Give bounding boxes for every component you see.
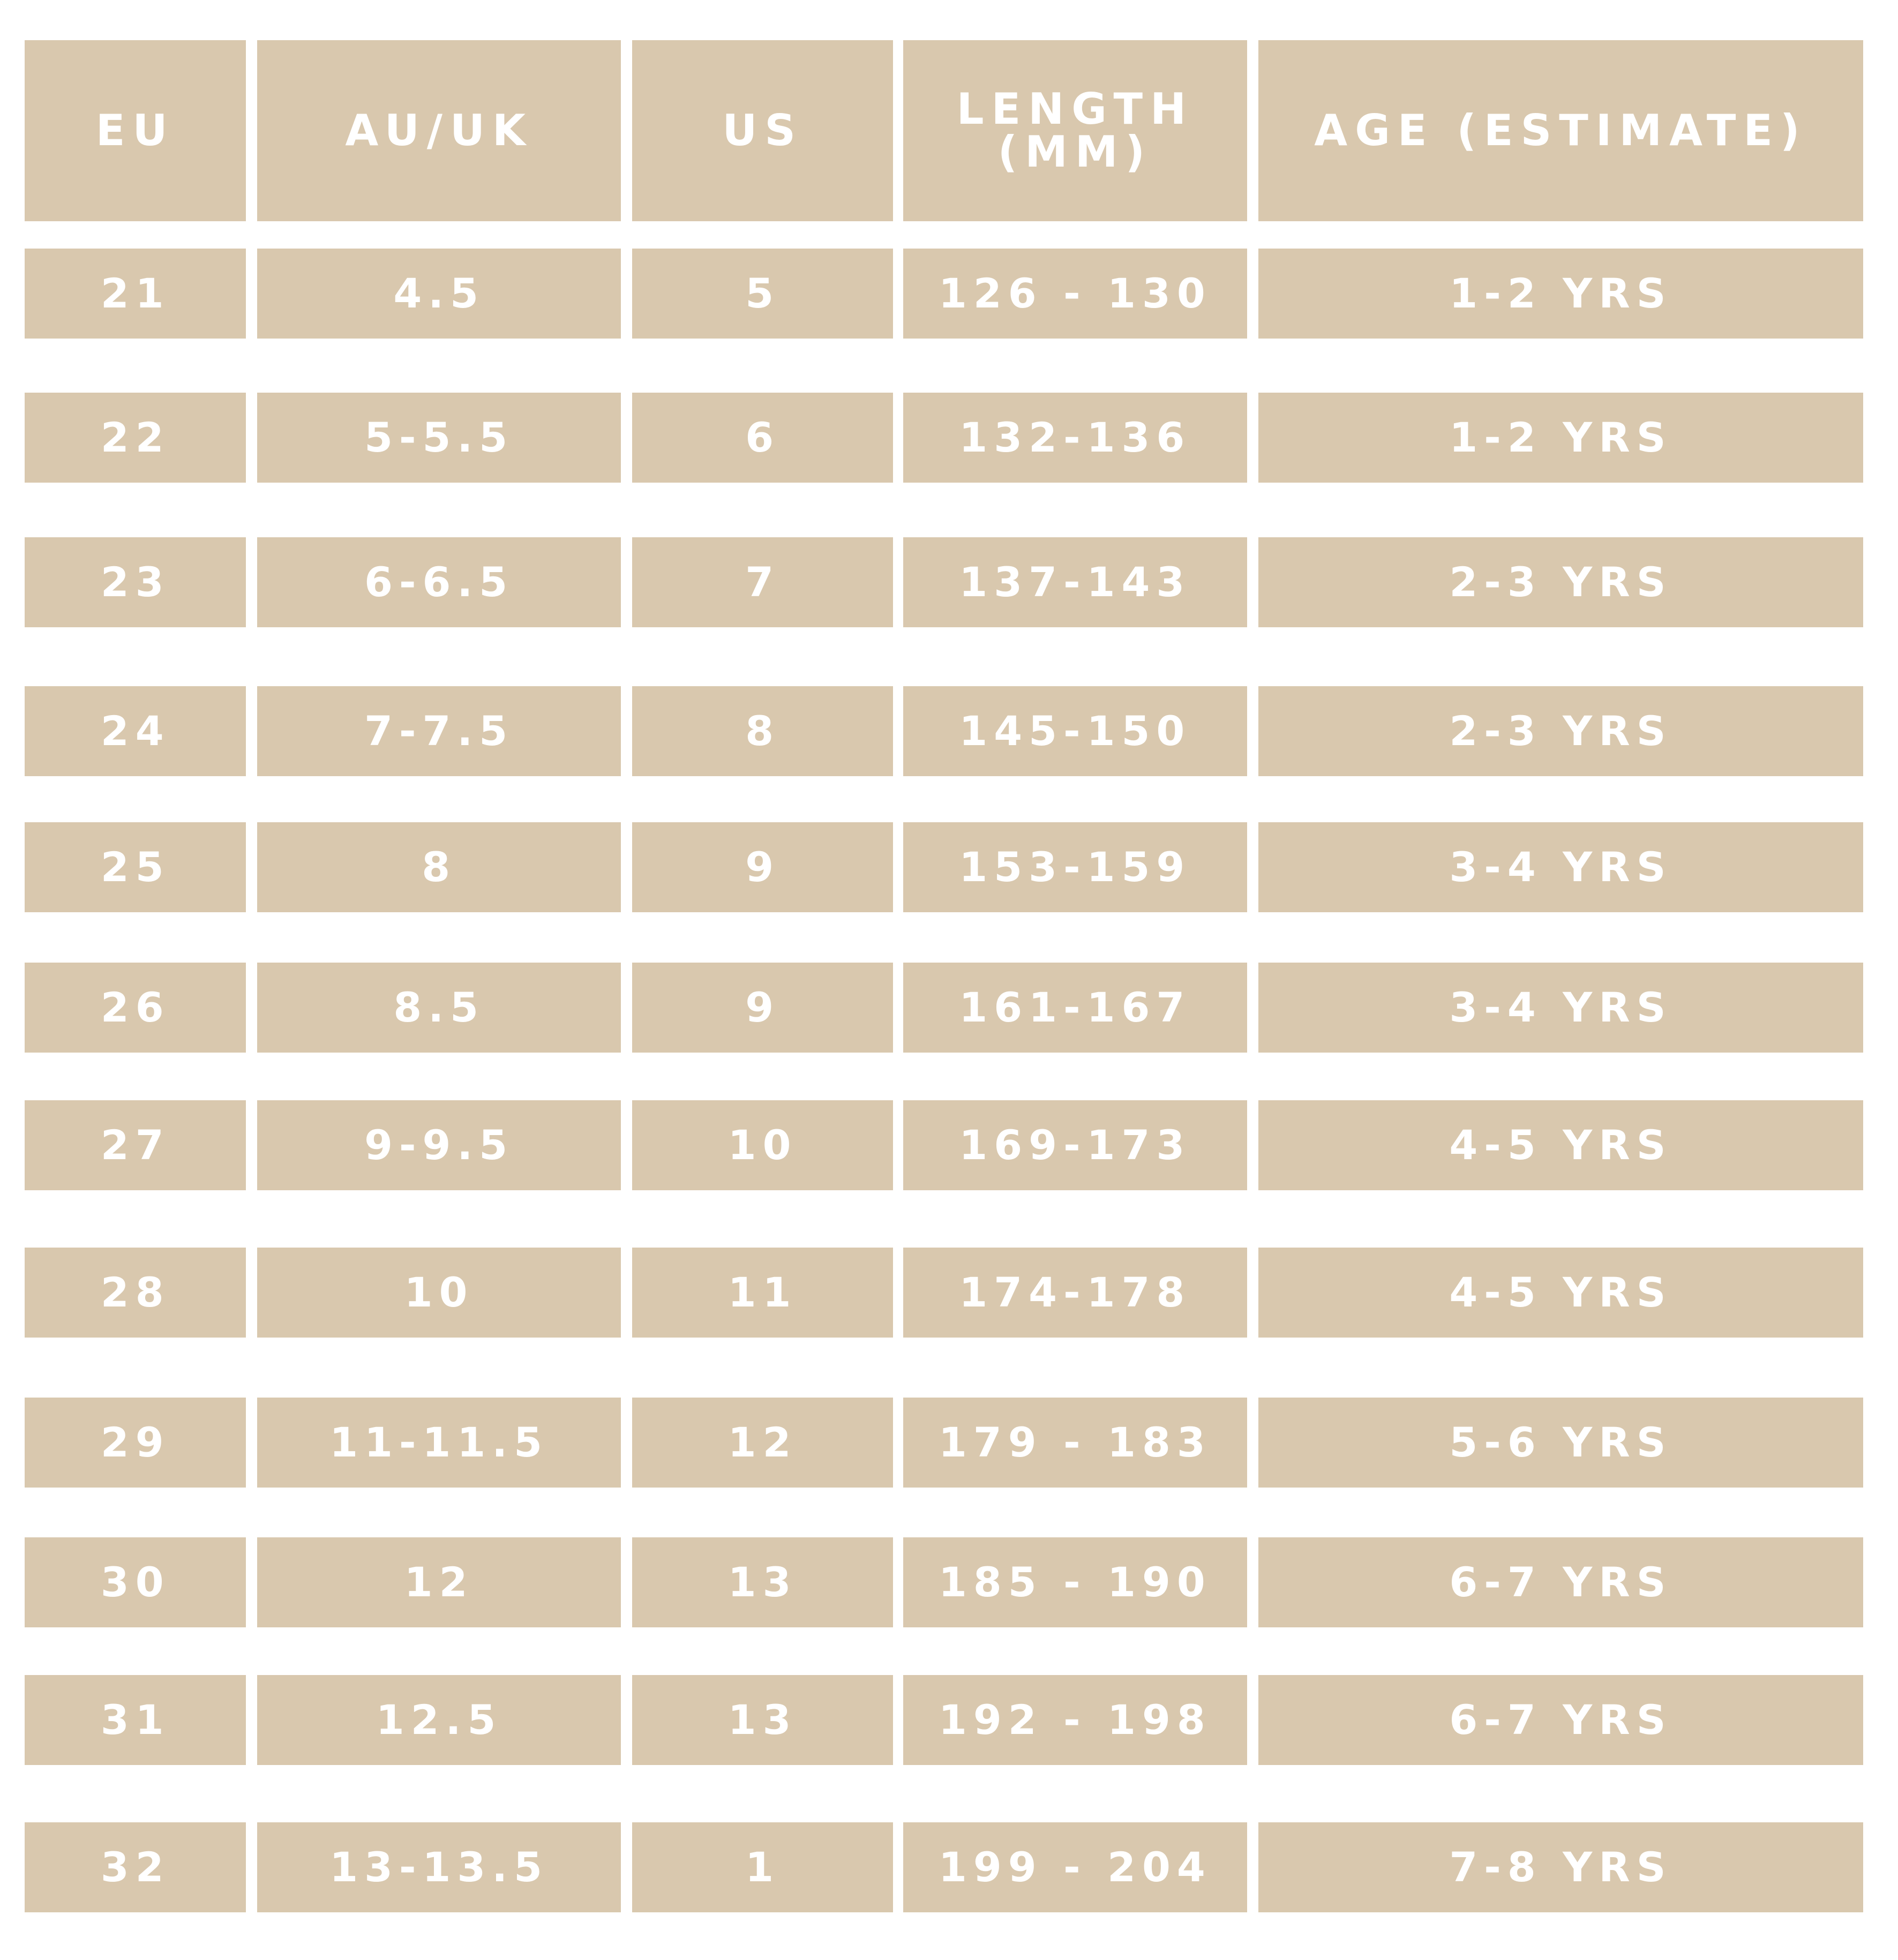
header-cell: EU: [25, 40, 246, 222]
table-cell: 12: [632, 1397, 894, 1488]
table-cell: 3-4 YRS: [1258, 962, 1864, 1053]
table-cell: 27: [25, 1100, 246, 1190]
table-cell: 6: [632, 392, 894, 483]
table-cell: 8: [632, 686, 894, 777]
table-cell: 32: [25, 1822, 246, 1913]
table-cell: 185 - 190: [903, 1537, 1247, 1628]
header-cell: US: [632, 40, 894, 222]
table-cell: 12.5: [257, 1674, 621, 1765]
table-cell: 137-143: [903, 537, 1247, 628]
table-cell: 13: [632, 1537, 894, 1628]
table-cell: 9-9.5: [257, 1100, 621, 1190]
table-cell: 6-6.5: [257, 537, 621, 628]
table-cell: 25: [25, 822, 246, 913]
table-cell: 192 - 198: [903, 1674, 1247, 1765]
table-cell: 179 - 183: [903, 1397, 1247, 1488]
table-cell: 126 - 130: [903, 249, 1247, 339]
table-cell: 23: [25, 537, 246, 628]
table-cell: 6-7 YRS: [1258, 1674, 1864, 1765]
table-cell: 1-2 YRS: [1258, 249, 1864, 339]
table-cell: 161-167: [903, 962, 1247, 1053]
table-cell: 174-178: [903, 1247, 1247, 1338]
table-cell: 11-11.5: [257, 1397, 621, 1488]
table-cell: 5-5.5: [257, 392, 621, 483]
table-cell: 8.5: [257, 962, 621, 1053]
table-cell: 11: [632, 1247, 894, 1338]
table-cell: 6-7 YRS: [1258, 1537, 1864, 1628]
table-cell: 30: [25, 1537, 246, 1628]
table-cell: 10: [257, 1247, 621, 1338]
table-cell: 3-4 YRS: [1258, 822, 1864, 913]
table-cell: 28: [25, 1247, 246, 1338]
table-cell: 145-150: [903, 686, 1247, 777]
table-cell: 13: [632, 1674, 894, 1765]
table-cell: 24: [25, 686, 246, 777]
table-cell: 10: [632, 1100, 894, 1190]
table-cell: 153-159: [903, 822, 1247, 913]
table-cell: 29: [25, 1397, 246, 1488]
table-cell: 4.5: [257, 249, 621, 339]
table-cell: 31: [25, 1674, 246, 1765]
table-cell: 22: [25, 392, 246, 483]
table-cell: 4-5 YRS: [1258, 1247, 1864, 1338]
header-cell: AU/UK: [257, 40, 621, 222]
table-cell: 7-7.5: [257, 686, 621, 777]
table-cell: 13-13.5: [257, 1822, 621, 1913]
table-cell: 26: [25, 962, 246, 1053]
header-cell: LENGTH (MM): [903, 40, 1247, 222]
table-cell: 169-173: [903, 1100, 1247, 1190]
table-cell: 9: [632, 962, 894, 1053]
table-cell: 7-8 YRS: [1258, 1822, 1864, 1913]
table-cell: 199 - 204: [903, 1822, 1247, 1913]
table-cell: 2-3 YRS: [1258, 537, 1864, 628]
table-cell: 21: [25, 249, 246, 339]
table-cell: 1-2 YRS: [1258, 392, 1864, 483]
table-cell: 4-5 YRS: [1258, 1100, 1864, 1190]
table-cell: 12: [257, 1537, 621, 1628]
table-cell: 5-6 YRS: [1258, 1397, 1864, 1488]
header-cell: AGE (ESTIMATE): [1258, 40, 1864, 222]
table-cell: 8: [257, 822, 621, 913]
table-cell: 1: [632, 1822, 894, 1913]
table-cell: 5: [632, 249, 894, 339]
table-cell: 9: [632, 822, 894, 913]
table-cell: 7: [632, 537, 894, 628]
table-cell: 132-136: [903, 392, 1247, 483]
table-cell: 2-3 YRS: [1258, 686, 1864, 777]
